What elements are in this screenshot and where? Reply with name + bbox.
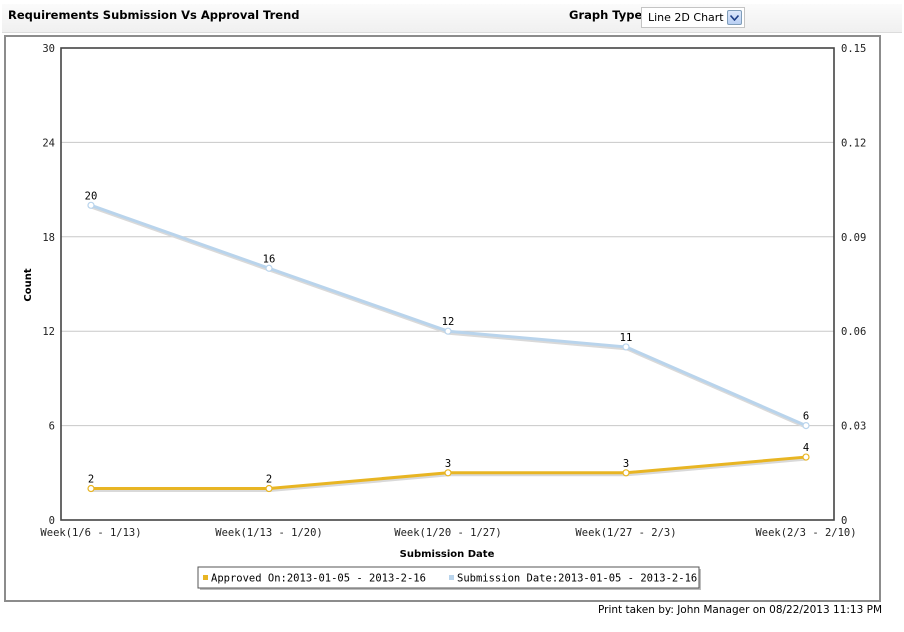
- data-point: [622, 343, 630, 351]
- chevron-down-icon: [730, 15, 739, 21]
- data-point: [87, 201, 95, 209]
- y2-tick-label: 0.15: [841, 43, 866, 55]
- data-point: [265, 484, 273, 493]
- data-point: [802, 453, 810, 461]
- x-axis-label: Submission Date: [400, 549, 495, 560]
- data-label: 3: [445, 458, 451, 470]
- data-label: 2: [266, 474, 272, 486]
- legend-label: Approved On:2013-01-05 - 2013-2-16: [211, 573, 426, 585]
- legend-swatch: [449, 575, 454, 580]
- data-label: 2: [88, 474, 94, 486]
- data-label: 6: [803, 411, 809, 423]
- chart-header: [2, 4, 902, 33]
- x-tick-label: Week(1/13 - 1/20): [215, 527, 322, 539]
- x-tick-label: Week(1/6 - 1/13): [40, 527, 141, 539]
- y-tick-label: 18: [42, 232, 55, 244]
- x-tick-label: Week(1/20 - 1/27): [394, 527, 501, 539]
- data-point: [265, 264, 273, 272]
- legend-label: Submission Date:2013-01-05 - 2013-2-16: [457, 573, 697, 585]
- y-axis-label: Count: [23, 268, 34, 301]
- dropdown-arrow-button[interactable]: [727, 10, 742, 25]
- print-info: Print taken by: John Manager on 08/22/20…: [598, 604, 882, 616]
- x-tick-label: Week(2/3 - 2/10): [755, 527, 856, 539]
- data-point: [802, 422, 810, 430]
- data-label: 16: [263, 253, 276, 265]
- legend-swatch: [203, 575, 208, 580]
- y-tick-label: 0: [49, 515, 55, 527]
- chart-frame: [4, 35, 881, 602]
- graph-type-value: Line 2D Chart: [648, 11, 724, 24]
- page-title: Requirements Submission Vs Approval Tren…: [8, 8, 300, 22]
- data-point: [444, 327, 452, 335]
- y2-tick-label: 0.06: [841, 326, 866, 338]
- y-tick-label: 6: [49, 421, 55, 433]
- y-tick-label: 30: [42, 43, 55, 55]
- graph-type-select[interactable]: Line 2D Chart: [641, 7, 745, 28]
- data-point: [444, 469, 452, 477]
- data-point: [87, 484, 95, 493]
- plot-area-border: [60, 47, 835, 521]
- data-label: 12: [442, 316, 455, 328]
- y2-tick-label: 0.03: [841, 421, 866, 433]
- y2-tick-label: 0: [841, 515, 847, 527]
- legend-box: [197, 566, 700, 589]
- data-point: [622, 469, 630, 477]
- y-tick-label: 12: [42, 326, 55, 338]
- y2-tick-label: 0.12: [841, 137, 866, 149]
- data-label: 3: [623, 458, 629, 470]
- x-tick-label: Week(1/27 - 2/3): [575, 527, 676, 539]
- data-label: 20: [85, 190, 98, 202]
- y-tick-label: 24: [42, 137, 55, 149]
- graph-type-label: Graph Type: [569, 8, 643, 22]
- data-label: 4: [803, 442, 809, 454]
- y2-tick-label: 0.09: [841, 232, 866, 244]
- data-label: 11: [620, 332, 633, 344]
